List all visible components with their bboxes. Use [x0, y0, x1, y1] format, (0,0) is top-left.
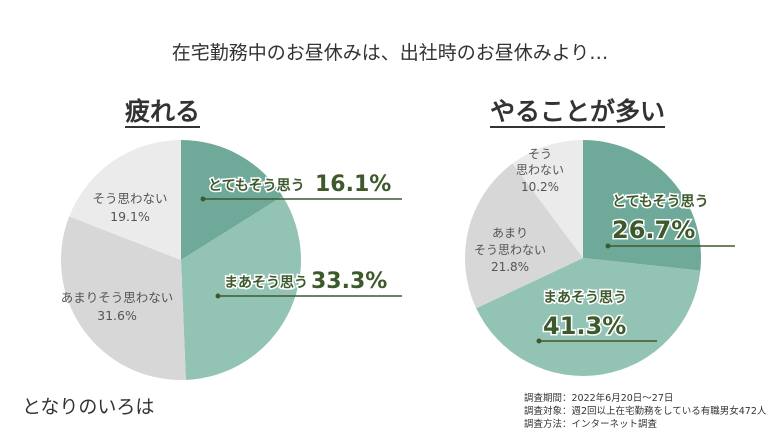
pie-slice — [465, 163, 583, 309]
chart-title-left: 疲れる — [125, 97, 201, 126]
label-category: まあそう思う — [224, 275, 308, 291]
pie-slice — [61, 216, 186, 381]
label-value: 41.3% — [543, 312, 626, 340]
pie-slice — [69, 140, 181, 260]
label-category: 思わない — [516, 163, 564, 177]
label-category: そう思わない — [474, 243, 546, 257]
label-value: 33.3% — [311, 269, 387, 294]
pie-slice — [583, 140, 702, 271]
survey-notes: 調査期間：2022年6月20日～27日 調査対象：週2回以上在宅勤務をしている有… — [524, 392, 766, 431]
label-category: とてもそう思う — [612, 194, 709, 210]
label-category: とてもそう思う — [208, 178, 305, 194]
label-category: あまりそう思わない — [61, 290, 174, 305]
pie-slice — [512, 140, 583, 258]
label-value: 10.2% — [521, 180, 559, 194]
label-category: まあそう思う — [543, 290, 627, 306]
label-value: 19.1% — [110, 209, 150, 224]
label-value: 21.8% — [491, 260, 529, 274]
note: 調査期間：2022年6月20日～27日 — [524, 393, 674, 404]
chart-title-right: やることが多い — [490, 97, 666, 126]
label-category: そう — [528, 147, 552, 161]
label-value: 16.1% — [315, 172, 391, 197]
label-category: あまり — [492, 226, 528, 240]
main-title: 在宅勤務中のお昼休みは、出社時のお昼休みより… — [171, 42, 609, 64]
pie-slice — [476, 258, 701, 376]
note: 調査方法：インターネット調査 — [524, 419, 658, 430]
note: 調査対象：週2回以上在宅勤務をしている有職男女472人 — [524, 406, 767, 417]
label-value: 31.6% — [97, 308, 137, 323]
logo: となりのいろは — [22, 396, 155, 418]
pie-slice — [181, 140, 283, 260]
pie-slice — [181, 196, 301, 380]
label-category: そう思わない — [92, 191, 167, 206]
label-value: 26.7% — [612, 216, 695, 244]
